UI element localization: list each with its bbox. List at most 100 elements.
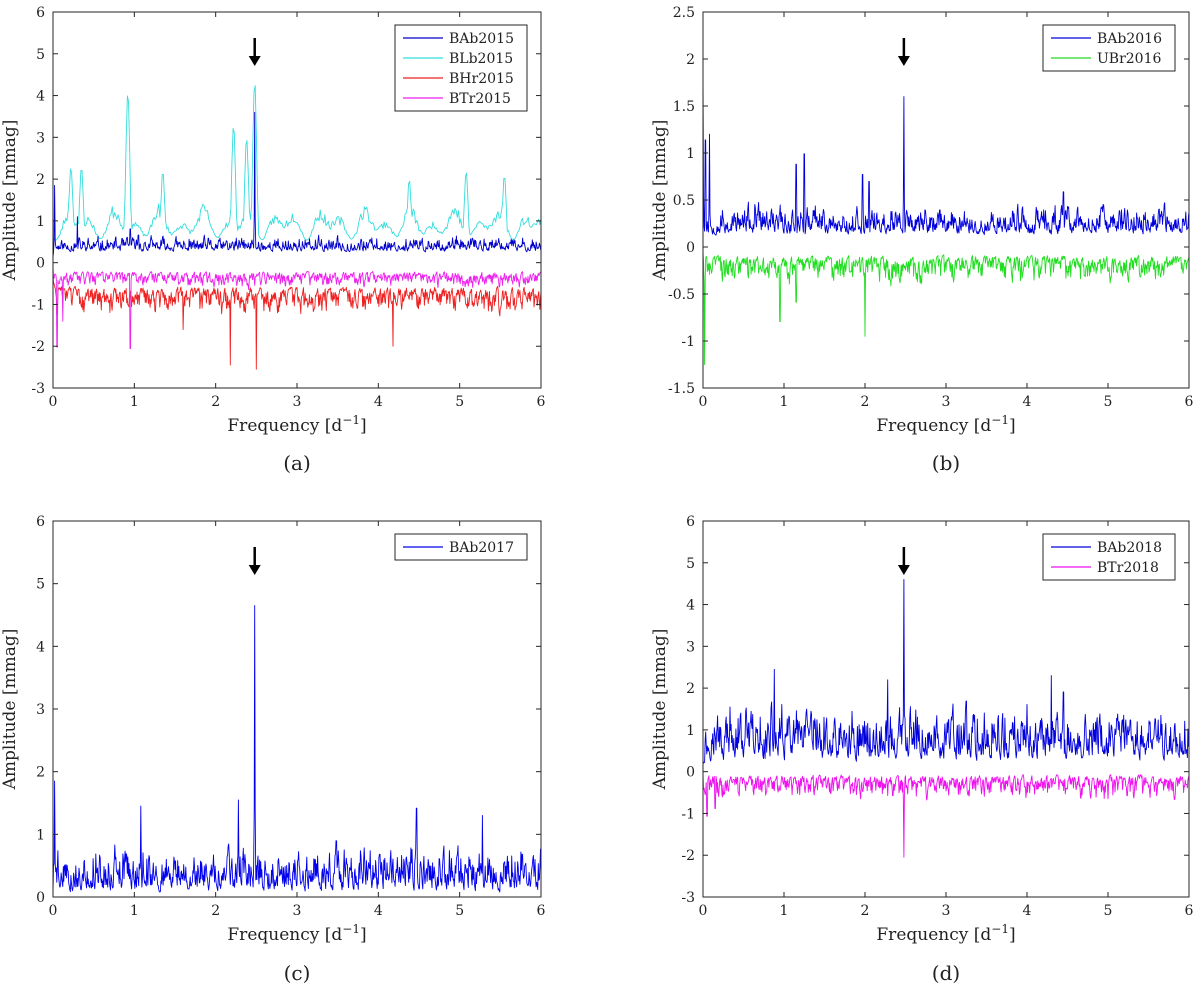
y-tick-label: -1: [681, 806, 695, 822]
y-tick-label: 2.5: [673, 5, 695, 21]
series-line-BAb2015: [53, 111, 541, 257]
x-tick-label: 4: [1023, 903, 1032, 919]
x-tick-label: 1: [780, 903, 789, 919]
series-line-BAb2017: [53, 605, 541, 894]
x-tick-label: 3: [942, 903, 951, 919]
series-line-BTr2018: [703, 774, 1189, 858]
legend-label: BAb2018: [1097, 540, 1162, 556]
legend-label: BHr2015: [449, 71, 514, 87]
y-tick-label: 0: [36, 256, 45, 272]
legend-label: UBr2016: [1097, 51, 1162, 67]
y-tick-label: 2: [686, 681, 695, 697]
y-tick-label: 3: [36, 702, 45, 718]
y-tick-label: 1: [36, 214, 45, 230]
x-tick-label: 1: [130, 903, 139, 919]
y-axis-label: Amplitude [mmag]: [650, 629, 670, 791]
arrow-head: [897, 56, 910, 66]
legend-label: BAb2017: [449, 540, 514, 556]
panel-c: 0 1 2 3 4 5 6 0 1 2 3 4 5 6 Frequency [d−1] Amplitude […: [0, 514, 546, 985]
x-tick-label: 5: [455, 903, 464, 919]
series-line-BAb2018: [703, 579, 1189, 765]
y-axis-label: Amplitude [mmag]: [0, 120, 20, 282]
legend-box: [1042, 24, 1176, 72]
y-axis-label: Amplitude [mmag]: [0, 629, 20, 791]
series-line-BHr2015: [53, 276, 541, 370]
panel-label: (b): [932, 451, 960, 475]
y-tick-label: -3: [681, 890, 695, 906]
y-tick-label: 1: [686, 723, 695, 739]
x-tick-label: 2: [861, 903, 870, 919]
y-tick-label: -2: [681, 848, 695, 864]
y-tick-label: 5: [36, 47, 45, 63]
x-axis-label: Frequency [d−1]: [227, 413, 366, 436]
x-tick-label: 5: [1104, 394, 1113, 410]
legend-label: BTr2018: [1097, 560, 1159, 576]
y-tick-label: -2: [31, 339, 45, 355]
x-tick-label: 6: [537, 394, 546, 410]
legend-label: BAb2015: [449, 31, 514, 47]
y-tick-label: -1: [681, 334, 695, 350]
x-tick-label: 2: [211, 903, 220, 919]
x-tick-label: 1: [130, 394, 139, 410]
y-tick-label: 3: [686, 639, 695, 655]
series-line-BAb2016: [703, 73, 1189, 236]
arrow-head: [248, 56, 261, 66]
y-tick-label: 1: [36, 827, 45, 843]
series-line-BTr2015: [53, 267, 541, 350]
axes-frame: [52, 520, 542, 898]
x-tick-label: 3: [293, 394, 302, 410]
series-line-BLb2015: [53, 85, 541, 241]
y-tick-label: 0: [686, 765, 695, 781]
y-tick-label: -1: [31, 297, 45, 313]
x-tick-label: 0: [699, 903, 708, 919]
y-tick-label: 0.5: [673, 193, 695, 209]
y-tick-label: 6: [686, 514, 695, 530]
y-tick-label: 0: [36, 890, 45, 906]
x-tick-label: 1: [780, 394, 789, 410]
y-tick-label: 6: [36, 514, 45, 530]
legend-label: BAb2016: [1097, 31, 1162, 47]
x-tick-label: 4: [1023, 394, 1032, 410]
x-tick-label: 6: [1185, 903, 1194, 919]
y-tick-label: 4: [686, 598, 695, 614]
x-axis-label: Frequency [d−1]: [227, 922, 366, 945]
x-tick-label: 3: [293, 903, 302, 919]
arrow-head: [248, 565, 261, 575]
x-tick-label: 6: [537, 903, 546, 919]
y-tick-label: 1: [686, 146, 695, 162]
panel-label: (a): [283, 451, 311, 475]
series-group: [703, 579, 1189, 858]
series-group: [53, 605, 541, 894]
x-axis-label: Frequency [d−1]: [876, 413, 1015, 436]
x-tick-label: 6: [1185, 394, 1194, 410]
panel-d: 0 1 2 3 4 5 6 -3 -2 -1 0 1 2 3 4 5 6 Frequency [d−1] Ampli…: [650, 514, 1194, 985]
legend-box: [1042, 533, 1176, 581]
series-group: [53, 85, 541, 370]
series-line-UBr2016: [703, 252, 1189, 365]
x-tick-label: 4: [374, 394, 383, 410]
y-tick-label: 4: [36, 89, 45, 105]
y-tick-label: 0: [686, 240, 695, 256]
x-tick-label: 5: [455, 394, 464, 410]
y-tick-label: 4: [36, 639, 45, 655]
x-tick-label: 0: [49, 394, 58, 410]
legend-label: BTr2015: [449, 91, 511, 107]
y-tick-label: 5: [686, 556, 695, 572]
y-tick-label: 1.5: [673, 99, 695, 115]
x-tick-label: 2: [861, 394, 870, 410]
y-tick-label: -1.5: [668, 381, 695, 397]
panel-label: (c): [284, 961, 311, 985]
legend-box: [394, 24, 528, 112]
y-tick-label: -0.5: [668, 287, 695, 303]
legend-label: BLb2015: [449, 51, 513, 67]
arrow-head: [897, 565, 910, 575]
x-tick-label: 4: [374, 903, 383, 919]
x-tick-label: 2: [211, 394, 220, 410]
y-tick-label: 6: [36, 5, 45, 21]
panel-b: 0 1 2 3 4 5 6 -1.5 -1 -0.5 0 0.5 1 1.5 2 2.5 Frequency […: [650, 5, 1194, 475]
x-tick-label: 3: [942, 394, 951, 410]
y-tick-label: -3: [31, 381, 45, 397]
panel-label: (d): [932, 961, 960, 985]
y-tick-label: 2: [36, 172, 45, 188]
